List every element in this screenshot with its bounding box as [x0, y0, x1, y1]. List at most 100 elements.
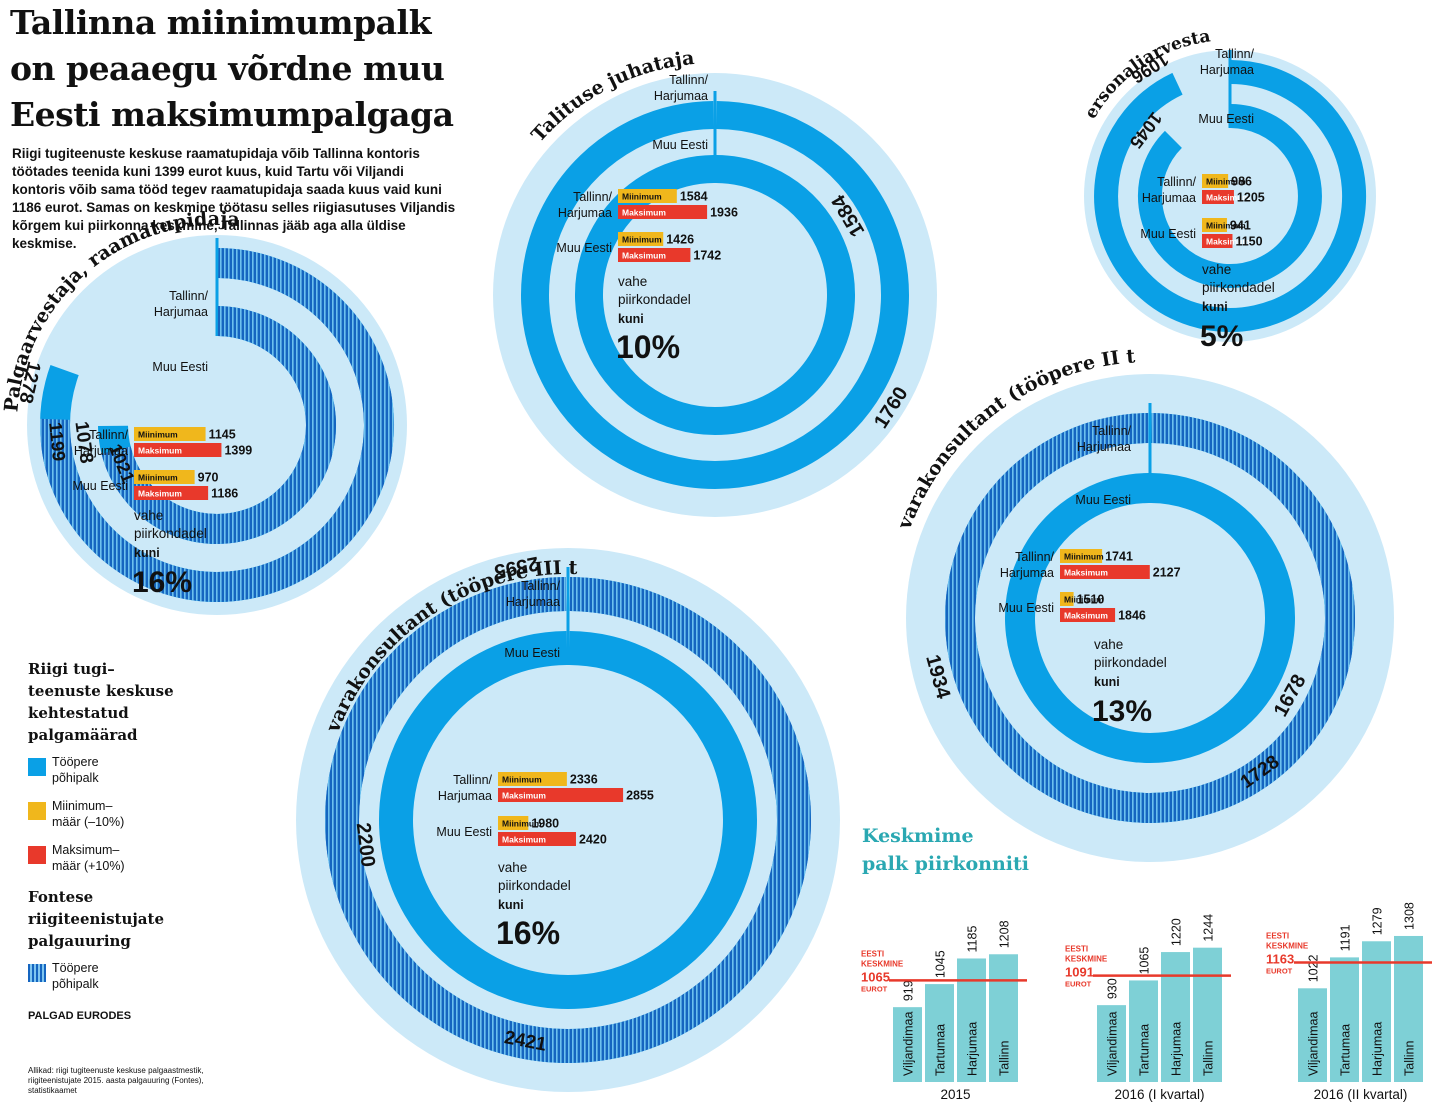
average-salary-title-line-1: Keskmime: [862, 825, 974, 847]
region-label-tallinn: Tallinn/: [1215, 47, 1254, 61]
average-period-label: 2016 (I kvartal): [1114, 1087, 1204, 1102]
minimum-bar-label: Miinimum: [502, 819, 542, 829]
legend-heading-line: Fontese: [28, 888, 94, 906]
minimum-bar: [1060, 549, 1103, 563]
survey-value-label: 1199: [45, 421, 69, 462]
survey-arc: [945, 413, 1355, 823]
maximum-value-label: 1399: [224, 444, 252, 458]
region-label-tallinn: Tallinn/: [669, 73, 708, 87]
legend-label-line: määr (+10%): [52, 859, 125, 873]
average-bar-category: Harjumaa: [1371, 1022, 1385, 1076]
legend-heading-line: palgamäärad: [28, 726, 138, 744]
maximum-value-label: 2127: [1153, 566, 1181, 580]
legend-swatch-base: [28, 758, 46, 776]
region-label-tallinn: Harjumaa: [1200, 63, 1254, 77]
minimum-bar-label: Miinimum: [1206, 221, 1246, 231]
average-bar: [1330, 957, 1359, 1082]
chart-background-circle: [906, 374, 1394, 862]
region-label-muu: Muu Eesti: [1075, 493, 1131, 507]
average-bar-category: Viljandimaa: [1106, 1012, 1120, 1076]
national-average-value: 1065: [861, 969, 890, 984]
legend-swatch-max: [28, 846, 46, 864]
legend-label: Maksimum– määr (+10%): [52, 842, 125, 874]
bar-region-label: Harjumaa: [438, 789, 492, 803]
legend-label-line: Tööpere: [52, 961, 99, 975]
average-bar: [925, 984, 954, 1082]
legend-item-survey: Tööpere põhipalk: [28, 960, 248, 1000]
difference-label-kuni: kuni: [1094, 675, 1120, 689]
maximum-bar-label: Maksimum: [1206, 193, 1250, 203]
difference-label: piirkondadel: [618, 292, 691, 307]
region-label-tallinn: Harjumaa: [154, 305, 208, 319]
sources-line: Allikad: riigi tugiteenuste keskuse palg…: [28, 1066, 204, 1075]
average-bar-value: 919: [902, 980, 916, 1001]
national-average-unit: EUROT: [861, 984, 888, 993]
average-bar: [1394, 935, 1423, 1082]
average-bar-value: 1065: [1138, 947, 1152, 975]
maximum-bar-label: Maksimum: [622, 251, 666, 261]
maximum-bar: [618, 248, 691, 262]
difference-percent: 16%: [496, 915, 560, 951]
difference-label: vahe: [618, 274, 647, 289]
legend-item-min: Miinimum– määr (–10%): [28, 798, 248, 838]
average-bar-value: 1244: [1202, 914, 1216, 942]
average-bar-category: Harjumaa: [1170, 1022, 1184, 1076]
maximum-value-label: 1936: [710, 206, 738, 220]
legend-label-line: määr (–10%): [52, 815, 125, 829]
difference-label: vahe: [498, 860, 527, 875]
maximum-value-label: 2855: [626, 789, 654, 803]
intro-text: Riigi tugiteenuste keskuse raamatupidaja…: [12, 146, 456, 251]
region-label-muu: Muu Eesti: [152, 360, 208, 374]
average-salary-title-line-2: palk piirkonniti: [862, 853, 1030, 875]
bar-region-label: Tallinn/: [1015, 550, 1054, 564]
legend-label-line: Miinimum–: [52, 799, 113, 813]
average-bar: [1097, 1005, 1126, 1082]
maximum-value-label: 1742: [693, 249, 721, 263]
average-bar: [1161, 952, 1190, 1082]
maximum-bar: [134, 486, 209, 500]
average-period-label: 2015: [940, 1087, 970, 1102]
average-bar-value: 1220: [1170, 918, 1184, 946]
maximum-bar-label: Maksimum: [1064, 611, 1108, 621]
average-bar: [1298, 988, 1327, 1082]
region-label-tallinn: Harjumaa: [506, 595, 560, 609]
national-average-label: KESKMINE: [1266, 942, 1309, 951]
region-label-tallinn: Tallinn/: [521, 579, 560, 593]
currency-note: PALGAD EURODES: [28, 1010, 132, 1022]
average-bar-value: 930: [1106, 978, 1120, 999]
legend-label: Tööpere põhipalk: [52, 960, 99, 992]
minimum-bar-label: Miinimum: [622, 192, 662, 202]
average-bar-category: Viljandimaa: [902, 1012, 916, 1076]
maximum-bar-label: Maksimum: [1064, 568, 1108, 578]
national-average-label: KESKMINE: [1065, 955, 1108, 964]
maximum-value-label: 1150: [1235, 235, 1262, 249]
legend-heading-line: riigiteenistujate: [28, 910, 165, 928]
average-bar-value: 1045: [934, 950, 948, 978]
national-average-value: 1091: [1065, 965, 1094, 980]
average-bar-value: 1279: [1371, 907, 1385, 935]
average-bar-category: Tartumaa: [934, 1024, 948, 1076]
minimum-bar: [498, 772, 567, 786]
legend-label: Tööpere põhipalk: [52, 754, 99, 786]
region-label-muu: Muu Eesti: [504, 646, 560, 660]
difference-label: vahe: [134, 508, 163, 523]
bar-region-label: Harjumaa: [1000, 566, 1054, 580]
difference-percent: 10%: [616, 329, 680, 365]
average-bar: [1129, 980, 1158, 1082]
minimum-bar-label: Miinimum: [622, 235, 662, 245]
bar-region-label: Muu Eesti: [556, 241, 612, 255]
chart-background-circle: [296, 548, 840, 1092]
base-arc: [1094, 60, 1367, 332]
maximum-bar-label: Maksimum: [138, 489, 182, 499]
region-label-tallinn: Harjumaa: [1077, 440, 1131, 454]
maximum-value-label: 1846: [1118, 609, 1146, 623]
average-bar: [957, 958, 986, 1082]
average-bar-value: 1308: [1403, 902, 1417, 930]
minimum-value-label: 970: [198, 471, 219, 485]
minimum-bar: [134, 427, 206, 441]
difference-label-kuni: kuni: [498, 898, 524, 912]
minimum-value-label: 986: [1231, 175, 1252, 189]
average-bar-category: Harjumaa: [966, 1022, 980, 1076]
average-salary-title: Keskmime palk piirkonniti: [862, 822, 1102, 878]
survey-arc: [325, 577, 811, 1063]
